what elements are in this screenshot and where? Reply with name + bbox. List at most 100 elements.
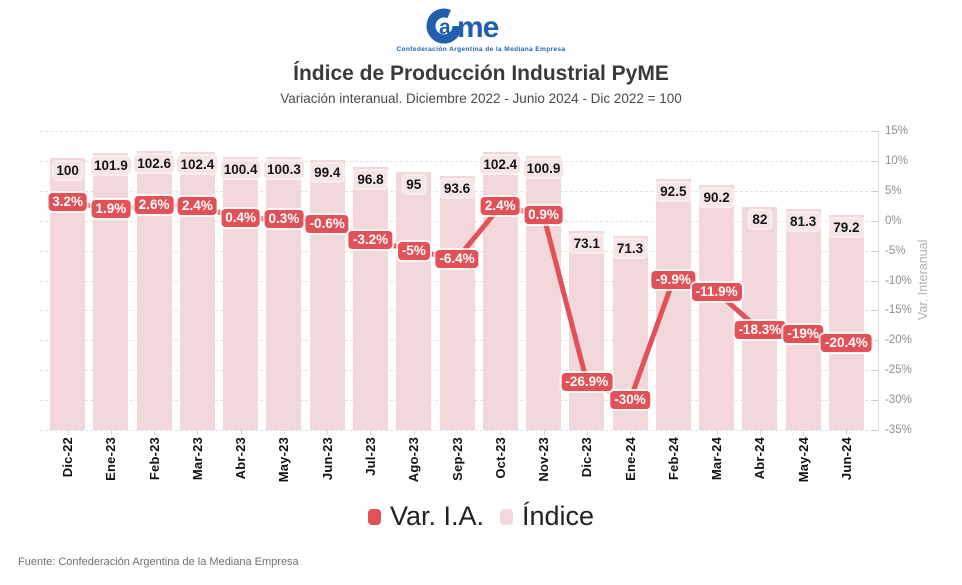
right-axis-tick-label: -25% xyxy=(885,364,912,377)
x-axis-label: Mar-23 xyxy=(189,437,205,481)
line-value-label: -19% xyxy=(783,325,823,344)
x-axis-label-slot: Feb-23 xyxy=(144,437,164,497)
x-axis-tick xyxy=(413,430,415,435)
line-value-label: -0.6% xyxy=(305,215,349,234)
x-axis-label: May-23 xyxy=(276,437,292,483)
x-axis-tick xyxy=(543,430,545,435)
x-axis-tick xyxy=(240,430,242,435)
page-subtitle: Variación interanual. Diciembre 2022 - J… xyxy=(280,91,682,106)
x-axis-label: Dic-23 xyxy=(579,437,595,478)
gridline xyxy=(40,160,878,162)
x-axis-label-slot: Dic-23 xyxy=(577,437,597,497)
x-axis-label: Sep-23 xyxy=(449,437,465,481)
x-axis-tick xyxy=(197,430,199,435)
svg-text:a: a xyxy=(439,16,451,39)
legend-item: Var. I.A. xyxy=(367,501,484,532)
x-axis-label: Nov-23 xyxy=(536,437,552,482)
line-value-label: -26.9% xyxy=(561,372,613,391)
bar-value-label: 102.6 xyxy=(134,155,175,173)
x-axis-label-slot: Nov-23 xyxy=(534,437,554,497)
right-axis-tick-label: -30% xyxy=(885,394,912,407)
line-value-label: -20.4% xyxy=(820,333,872,352)
x-axis-tick xyxy=(457,430,458,435)
line-value-label: -30% xyxy=(610,391,650,410)
right-axis-tick xyxy=(872,220,878,222)
x-axis-label-slot: Sep-23 xyxy=(447,437,467,497)
right-axis-tick-label: -20% xyxy=(885,334,912,347)
x-axis-label-slot: Abr-24 xyxy=(750,437,770,497)
x-axis-tick xyxy=(67,430,69,435)
right-axis-tick xyxy=(872,310,878,312)
bar-value-label: 71.3 xyxy=(613,240,647,258)
x-axis-label-slot: Abr-23 xyxy=(231,437,251,497)
right-axis-tick xyxy=(872,131,878,132)
legend-item: Índice xyxy=(499,501,595,532)
line-value-label: -5% xyxy=(397,241,430,260)
x-axis-label-slot: Dic-22 xyxy=(58,437,78,497)
x-axis-label-slot: Ene-23 xyxy=(101,437,121,497)
page-title: Índice de Producción Industrial PyME xyxy=(293,62,669,85)
line-value-label: 2.4% xyxy=(178,197,217,216)
came-logo-icon: a me xyxy=(426,8,500,44)
line-value-label: 3.2% xyxy=(48,192,88,211)
x-axis-label: May-24 xyxy=(795,437,811,483)
x-axis-label: Dic-22 xyxy=(60,437,76,478)
x-axis-label: Oct-23 xyxy=(492,437,508,479)
bar-value-label: 93.6 xyxy=(440,179,474,197)
line-value-label: 0.9% xyxy=(524,206,563,225)
x-axis-label: Abr-23 xyxy=(233,437,249,480)
x-axis-tick xyxy=(500,430,502,435)
x-axis-label: Jun-24 xyxy=(838,437,854,481)
x-axis-tick xyxy=(630,430,632,435)
x-axis-tick xyxy=(327,430,329,435)
right-axis-tick-label: -5% xyxy=(885,244,906,257)
line-value-label: 2.4% xyxy=(480,197,520,216)
legend-swatch-icon xyxy=(367,508,381,525)
index-bar xyxy=(828,214,864,430)
bar-value-label: 102.4 xyxy=(480,155,521,173)
x-axis-tick xyxy=(283,430,285,435)
right-axis-tick xyxy=(872,370,878,372)
index-bar xyxy=(655,178,691,430)
svg-text:me: me xyxy=(457,11,499,44)
index-bar xyxy=(785,209,821,430)
x-axis-label-slot: Oct-23 xyxy=(490,437,510,497)
right-axis-tick-label: 10% xyxy=(885,154,909,167)
line-value-label: -6.4% xyxy=(435,249,479,268)
bar-value-label: 90.2 xyxy=(700,188,733,206)
x-axis-tick xyxy=(716,430,718,435)
right-axis-tick-label: 5% xyxy=(885,184,902,197)
index-bar xyxy=(352,166,388,430)
x-axis-tick xyxy=(759,430,761,435)
index-bar xyxy=(223,157,259,430)
x-axis-tick xyxy=(586,430,588,435)
x-axis-label-slot: May-23 xyxy=(274,437,294,497)
x-axis-tick xyxy=(154,430,156,435)
line-value-label: 1.9% xyxy=(91,200,131,219)
index-bar xyxy=(309,159,345,430)
x-axis-label: Ene-24 xyxy=(622,437,638,481)
x-axis-label-slot: Ago-23 xyxy=(404,437,424,497)
legend-label: Var. I.A. xyxy=(389,501,484,531)
line-value-label: 2.6% xyxy=(134,196,174,215)
legend-label: Índice xyxy=(521,501,595,531)
right-axis-tick xyxy=(872,400,878,402)
x-axis-label: Ene-23 xyxy=(103,437,119,481)
right-axis-tick-label: -35% xyxy=(885,424,912,436)
x-axis-label-slot: Jun-24 xyxy=(836,437,856,497)
index-bar xyxy=(526,155,562,430)
bar-value-label: 82 xyxy=(749,211,771,229)
right-axis-tick-label: -15% xyxy=(885,304,912,317)
chart-legend: Var. I.A. Índice xyxy=(0,501,962,532)
x-axis-label-slot: Mar-23 xyxy=(187,437,207,497)
x-axis-label: Jul-23 xyxy=(362,437,378,476)
x-axis-tick xyxy=(673,430,675,435)
right-axis-tick-label: 0% xyxy=(885,214,902,227)
x-axis-label: Ago-23 xyxy=(406,437,422,483)
bar-value-label: 81.3 xyxy=(786,213,820,230)
x-axis-label: Feb-23 xyxy=(146,437,162,481)
came-logo-caption: Confederación Argentina de la Mediana Em… xyxy=(396,46,566,53)
right-axis-tick-label: 15% xyxy=(885,125,909,137)
line-value-label: 0.3% xyxy=(264,209,304,228)
